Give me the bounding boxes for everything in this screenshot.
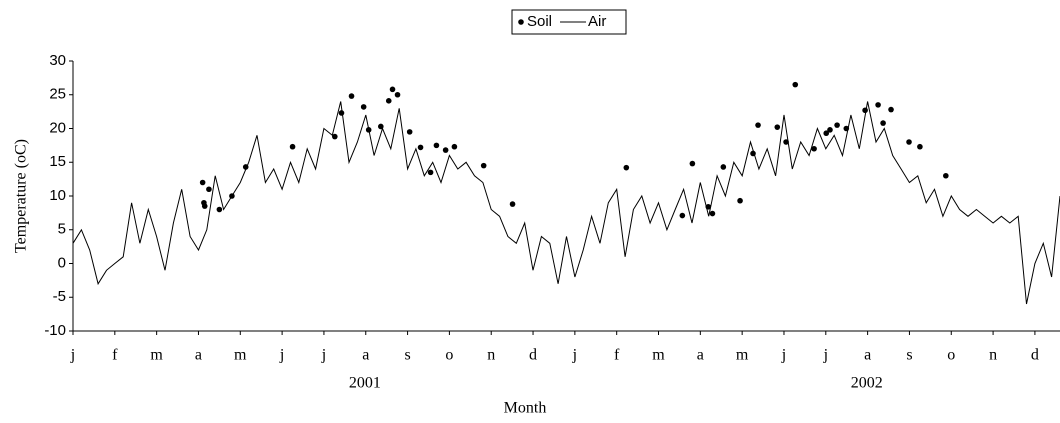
soil-point (689, 160, 696, 167)
year-label: 2002 (851, 375, 883, 392)
legend-label: Soil (527, 13, 552, 30)
x-tick-label: j (823, 347, 828, 364)
soil-point (737, 197, 743, 204)
y-tick-label: 5 (58, 221, 66, 238)
air-line (72, 101, 1060, 305)
legend-label: Air (588, 13, 606, 30)
soil-point (943, 172, 949, 179)
soil-point (679, 212, 686, 219)
soil-point (385, 98, 392, 104)
soil-point (427, 169, 434, 176)
x-tick-label: m (736, 347, 749, 364)
x-tick-label: n (487, 347, 495, 364)
soil-point (451, 143, 458, 150)
x-tick-label: o (445, 347, 453, 364)
x-tick-label: j (279, 347, 284, 364)
soil-point (720, 164, 727, 170)
soil-point (875, 102, 881, 108)
year-label: 2001 (349, 375, 381, 392)
soil-point (480, 162, 487, 169)
x-tick-label: j (321, 347, 326, 364)
soil-point (827, 127, 833, 133)
x-tick-label: a (697, 347, 704, 364)
y-axis-title: Temperature (oC) (13, 139, 30, 253)
soil-point (332, 133, 338, 140)
x-tick-label: m (150, 347, 163, 364)
x-tick-label: n (989, 347, 997, 364)
y-tick-label: -5 (53, 288, 66, 305)
soil-point (862, 107, 868, 114)
soil-point (417, 144, 424, 151)
soil-point (823, 130, 830, 137)
x-tick-label: j (781, 347, 786, 364)
soil-point (216, 206, 223, 213)
legend-marker (518, 19, 524, 25)
x-tick-label: f (112, 347, 118, 364)
x-tick-label: s (404, 347, 410, 364)
soil-point (199, 179, 206, 186)
soil-point (906, 139, 912, 145)
soil-point (360, 104, 367, 110)
soil-point (917, 143, 923, 150)
soil-point (509, 201, 516, 207)
y-tick-label: 15 (49, 153, 66, 170)
y-tick-label: 10 (49, 187, 66, 204)
x-axis-title: Month (504, 400, 547, 417)
soil-point (623, 164, 630, 171)
soil-point (206, 186, 212, 193)
y-tick-label: -10 (44, 322, 66, 339)
x-tick-label: o (947, 347, 955, 364)
x-tick-label: m (652, 347, 665, 364)
soil-point (811, 145, 817, 152)
soil-point (201, 203, 208, 209)
soil-point (834, 122, 840, 128)
soil-point (389, 86, 396, 93)
soil-point (433, 142, 440, 149)
y-tick-label: 0 (58, 254, 66, 271)
x-tick-label: j (572, 347, 577, 364)
soil-point (709, 210, 716, 217)
x-tick-label: d (1031, 347, 1039, 364)
x-tick-label: j (70, 347, 75, 364)
soil-point (792, 81, 799, 88)
y-tick-label: 30 (49, 52, 66, 69)
soil-point (442, 147, 449, 153)
y-tick-label: 25 (49, 86, 66, 103)
x-tick-label: d (529, 347, 537, 364)
soil-point (774, 124, 781, 130)
soil-point (880, 120, 886, 126)
soil-point (289, 143, 296, 150)
x-tick-label: m (234, 347, 247, 364)
x-tick-label: a (864, 347, 871, 364)
x-tick-label: s (906, 347, 912, 364)
x-tick-label: a (195, 347, 202, 364)
soil-point (348, 93, 355, 99)
soil-point (888, 106, 894, 113)
x-tick-label: a (362, 347, 369, 364)
x-tick-label: f (614, 347, 620, 364)
y-tick-label: 20 (49, 119, 66, 136)
soil-point (406, 129, 413, 135)
soil-point (755, 122, 761, 128)
soil-point (394, 91, 401, 98)
